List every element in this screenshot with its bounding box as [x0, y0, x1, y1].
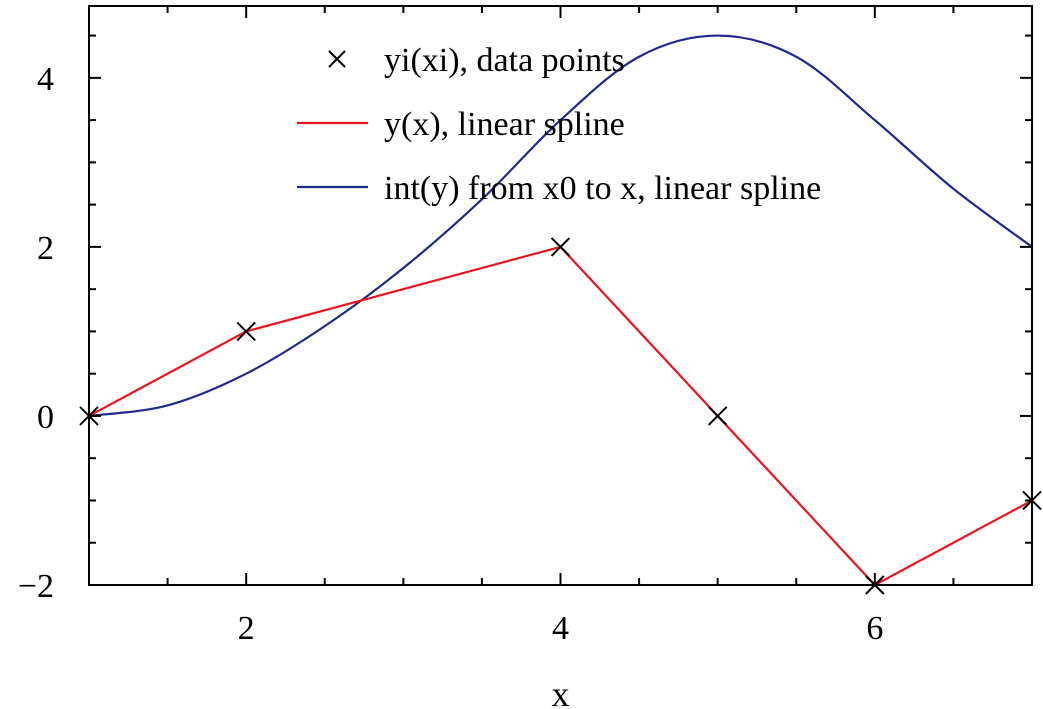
x-tick-label: 4 — [552, 610, 569, 647]
y-tick-label: 4 — [37, 61, 54, 98]
linear-spline-line — [88, 245, 1033, 587]
y-tick-label: −2 — [18, 568, 54, 605]
legend-entry: y(x), linear spline — [297, 106, 625, 143]
legend-marker-x — [328, 50, 346, 68]
data-point-stroke — [550, 237, 571, 257]
legend-entry: yi(xi), data points — [328, 42, 625, 79]
legend: yi(xi), data points y(x), linear spline in… — [297, 42, 821, 207]
data-point-stroke — [707, 406, 728, 426]
labels-layer: 2 4 6 −2 0 2 4 — [18, 61, 884, 647]
data-point-marker — [236, 321, 256, 342]
data-point-marker — [707, 406, 728, 426]
legend-label: int(y) from x0 to x, linear spline — [384, 170, 821, 207]
x-tick-label: 2 — [238, 610, 255, 647]
legend-label: y(x), linear spline — [384, 106, 625, 143]
legend-entry: int(y) from x0 to x, linear spline — [297, 170, 821, 207]
y-tick-label: 0 — [37, 399, 54, 436]
data-point-stroke — [236, 321, 256, 342]
x-axis-label: x — [552, 674, 570, 709]
legend-label: yi(xi), data points — [384, 42, 625, 79]
plot-frame — [88, 5, 1033, 586]
ticks-layer — [89, 6, 1032, 585]
data-point-marker — [550, 237, 571, 257]
x-tick-label: 6 — [866, 610, 883, 647]
y-tick-label: 2 — [37, 230, 54, 267]
integral-spline-line — [88, 34, 1033, 418]
